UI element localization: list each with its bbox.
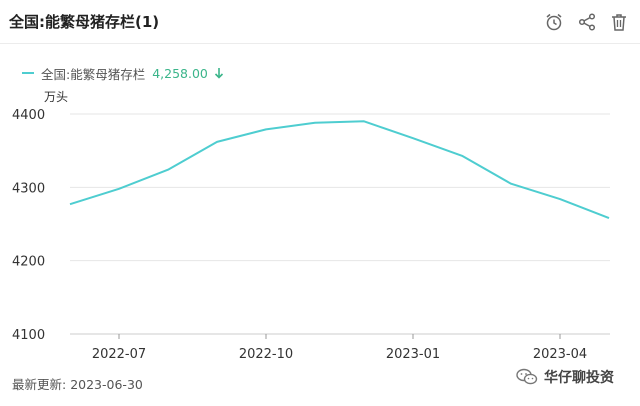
y-tick-label: 4200	[12, 255, 45, 270]
alarm-clock-icon[interactable]	[544, 12, 564, 32]
y-axis-unit: 万头	[44, 90, 69, 104]
arrow-down-icon	[214, 67, 224, 79]
update-date: 2023-06-30	[70, 377, 143, 392]
x-tick-label: 2022-10	[239, 347, 293, 362]
chart-header: 全国:能繁母猪存栏(1)	[0, 0, 640, 44]
brand-name: 华仔聊投资	[544, 370, 614, 386]
legend-label: 全国:能繁母猪存栏	[41, 66, 146, 82]
update-info: 最新更新: 2023-06-30	[12, 374, 143, 393]
y-tick-label: 4300	[12, 181, 45, 196]
y-tick-label: 4100	[12, 328, 45, 343]
line-chart: 4100 4200 4300 4400 2022-07 2022-10 2023-01 202…	[12, 108, 610, 362]
trash-icon[interactable]	[609, 12, 629, 32]
wechat-icon	[516, 368, 538, 386]
x-tick-label: 2023-01	[386, 347, 440, 362]
x-tick-label: 2022-07	[92, 347, 146, 362]
update-label: 最新更新:	[12, 377, 67, 392]
chart-legend[interactable]: 全国:能繁母猪存栏 4,258.00	[22, 64, 224, 82]
y-tick-label: 4400	[12, 108, 45, 123]
series-line	[69, 120, 610, 220]
x-tick-label: 2023-04	[533, 347, 587, 362]
chart-title: 全国:能繁母猪存栏(1)	[9, 13, 160, 31]
legend-swatch	[22, 72, 34, 74]
brand-watermark: 华仔聊投资	[516, 367, 614, 387]
legend-value: 4,258.00	[152, 65, 208, 81]
share-icon[interactable]	[577, 12, 597, 32]
